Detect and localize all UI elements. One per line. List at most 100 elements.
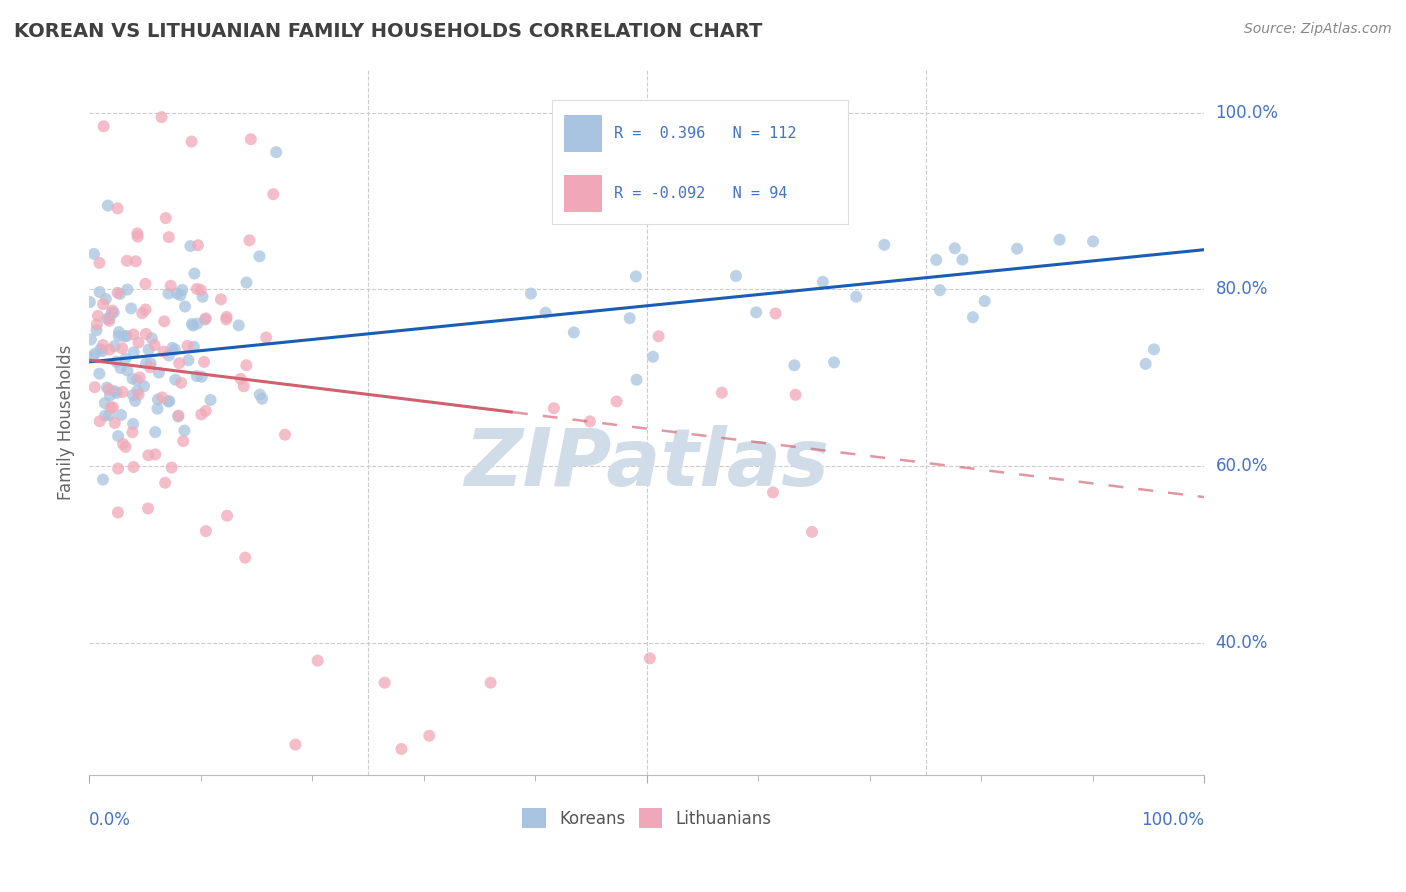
Point xyxy=(233,550,256,565)
Point xyxy=(131,306,153,320)
Point xyxy=(141,331,163,345)
Y-axis label: Family Households: Family Households xyxy=(58,344,75,500)
Point xyxy=(107,329,129,343)
Point xyxy=(89,343,111,357)
Point xyxy=(534,306,557,320)
Point xyxy=(110,361,132,376)
Point xyxy=(136,501,159,516)
Point xyxy=(100,401,122,415)
Point xyxy=(135,326,157,341)
Point xyxy=(111,437,134,451)
Point xyxy=(91,297,114,311)
Point xyxy=(186,282,208,296)
Point xyxy=(180,317,202,331)
Point xyxy=(190,283,212,297)
Point xyxy=(193,355,215,369)
Point xyxy=(148,366,170,380)
Point xyxy=(157,394,180,409)
Point xyxy=(710,385,733,400)
Point xyxy=(155,211,177,226)
Point xyxy=(973,294,995,309)
Point xyxy=(579,414,602,428)
Point xyxy=(114,351,136,366)
Point xyxy=(127,229,149,244)
Point xyxy=(152,344,174,359)
Point xyxy=(132,379,155,393)
Point xyxy=(117,363,139,377)
Point xyxy=(159,278,181,293)
Point xyxy=(250,392,273,406)
Point xyxy=(215,310,238,324)
Point xyxy=(249,249,271,263)
Point xyxy=(153,475,176,490)
Point xyxy=(186,317,208,331)
Point xyxy=(157,230,180,244)
Point xyxy=(135,357,157,371)
Point xyxy=(143,338,166,352)
Point xyxy=(160,460,183,475)
Point xyxy=(228,318,250,333)
Text: ZIPatlas: ZIPatlas xyxy=(464,425,830,503)
Point xyxy=(98,408,121,422)
Point xyxy=(98,314,121,328)
Point xyxy=(254,330,277,344)
Point xyxy=(845,290,868,304)
Point xyxy=(783,358,806,372)
Point xyxy=(162,341,184,355)
Point xyxy=(120,301,142,316)
Point xyxy=(127,384,149,398)
Point xyxy=(262,187,284,202)
Point xyxy=(307,654,329,668)
Point xyxy=(143,447,166,461)
Point xyxy=(98,388,121,402)
Point xyxy=(479,675,502,690)
Point xyxy=(121,371,143,385)
Point xyxy=(167,409,190,423)
Point xyxy=(153,314,176,328)
Point xyxy=(190,408,212,422)
Point xyxy=(174,300,197,314)
Point xyxy=(103,305,125,319)
Point xyxy=(209,293,232,307)
Point xyxy=(641,350,664,364)
Point xyxy=(606,394,628,409)
Point xyxy=(110,408,132,422)
Point xyxy=(873,237,896,252)
Point xyxy=(173,424,195,438)
Point xyxy=(823,355,845,369)
Point xyxy=(125,254,148,268)
Point xyxy=(114,440,136,454)
Point xyxy=(89,414,111,428)
Point xyxy=(139,356,162,370)
Point xyxy=(146,392,169,407)
Point xyxy=(146,401,169,416)
Point xyxy=(122,327,145,342)
Point xyxy=(194,524,217,538)
Point xyxy=(624,199,647,213)
Point xyxy=(626,373,648,387)
Point xyxy=(190,369,212,384)
Point xyxy=(157,394,180,409)
Point xyxy=(762,485,785,500)
Point xyxy=(943,241,966,255)
Point xyxy=(124,394,146,409)
Point xyxy=(724,268,747,283)
Point xyxy=(79,295,101,310)
Point xyxy=(121,425,143,440)
Point xyxy=(801,524,824,539)
Point xyxy=(194,312,217,326)
Point xyxy=(127,335,149,350)
Point xyxy=(232,379,254,393)
Point xyxy=(264,145,287,160)
Point xyxy=(100,306,122,320)
Text: 40.0%: 40.0% xyxy=(1216,634,1268,652)
Point xyxy=(191,290,214,304)
Point xyxy=(111,384,134,399)
Point xyxy=(389,742,412,756)
Point xyxy=(170,376,193,390)
Point xyxy=(176,339,198,353)
Point xyxy=(1081,235,1104,249)
Point xyxy=(200,392,222,407)
Point xyxy=(925,252,948,267)
Point xyxy=(127,227,149,241)
